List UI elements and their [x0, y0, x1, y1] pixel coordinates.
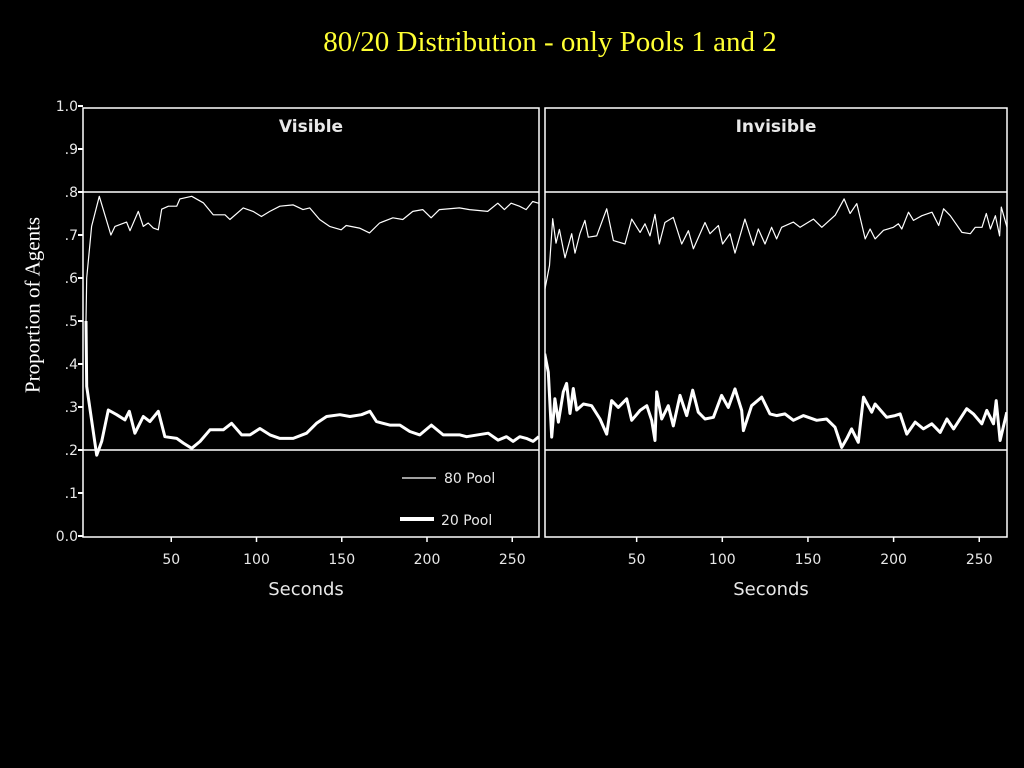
- x-axis-label: Seconds: [268, 579, 344, 600]
- x-tick-label: 150: [795, 552, 822, 568]
- y-tick-label: .8: [65, 185, 78, 201]
- y-tick-label: .6: [65, 271, 78, 287]
- legend-label-20-pool: 20 Pool: [441, 513, 492, 529]
- y-tick-label: .9: [65, 142, 78, 158]
- y-tick-label: .3: [65, 400, 78, 416]
- series-line-invisible-80-pool: [545, 198, 1007, 291]
- x-tick-label: 150: [328, 552, 355, 568]
- x-tick-label: 50: [628, 552, 646, 568]
- x-tick-label: 100: [709, 552, 736, 568]
- y-tick-label: .4: [65, 357, 78, 373]
- x-tick-label: 50: [162, 552, 180, 568]
- x-tick-label: 200: [414, 552, 441, 568]
- y-tick-label: 1.0: [56, 99, 78, 115]
- series-line-visible-80-pool: [85, 195, 539, 322]
- y-tick-label: .1: [65, 486, 78, 502]
- x-tick-label: 250: [966, 552, 993, 568]
- panel-frame-invisible: [544, 107, 1008, 538]
- y-tick-label: .2: [65, 443, 78, 459]
- chart-title: 80/20 Distribution - only Pools 1 and 2: [323, 26, 777, 58]
- panel-title: Visible: [279, 117, 343, 137]
- series-line-invisible-20-pool: [545, 353, 1007, 449]
- legend-label-80-pool: 80 Pool: [444, 471, 495, 487]
- y-tick-label: .5: [65, 314, 78, 330]
- panel-title: Invisible: [736, 117, 817, 137]
- x-tick-label: 200: [880, 552, 907, 568]
- x-axis-label: Seconds: [733, 579, 809, 600]
- panel-frame-visible: [82, 107, 540, 538]
- y-tick-label: 0.0: [56, 529, 78, 545]
- x-tick-label: 100: [243, 552, 270, 568]
- series-line-visible-20-pool: [84, 320, 539, 457]
- x-tick-label: 250: [499, 552, 526, 568]
- y-tick-label: .7: [65, 228, 78, 244]
